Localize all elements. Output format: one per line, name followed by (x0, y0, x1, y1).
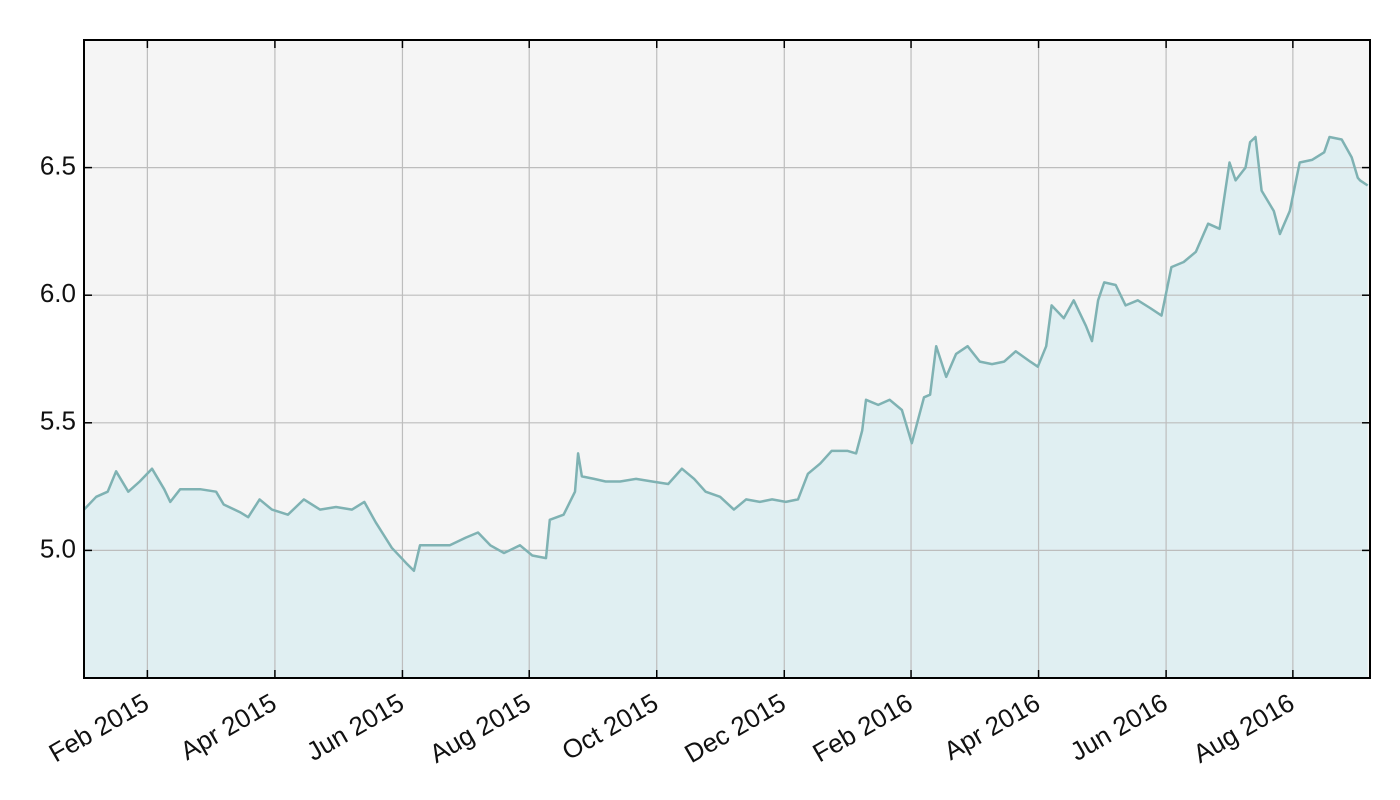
x-tick-label: Feb 2015 (44, 687, 154, 768)
y-tick-label: 6.0 (40, 278, 76, 308)
area-fill (84, 137, 1368, 678)
x-tick-label: Aug 2016 (1188, 687, 1299, 769)
x-tick-label: Apr 2016 (939, 687, 1045, 766)
x-tick-label: Oct 2015 (557, 687, 663, 766)
y-tick-label: 5.0 (40, 533, 76, 563)
y-tick-label: 6.5 (40, 150, 76, 180)
x-tick-label: Feb 2016 (807, 687, 917, 768)
x-tick-label: Dec 2015 (679, 687, 790, 769)
x-tick-label: Aug 2015 (424, 687, 535, 769)
x-tick-label: Jun 2016 (1065, 687, 1173, 766)
plot-frame (83, 39, 1371, 679)
x-tick-label: Jun 2015 (301, 687, 409, 766)
line (83, 135, 1369, 573)
x-tick-label: Apr 2015 (175, 687, 281, 766)
y-tick-label: 5.5 (40, 406, 76, 436)
